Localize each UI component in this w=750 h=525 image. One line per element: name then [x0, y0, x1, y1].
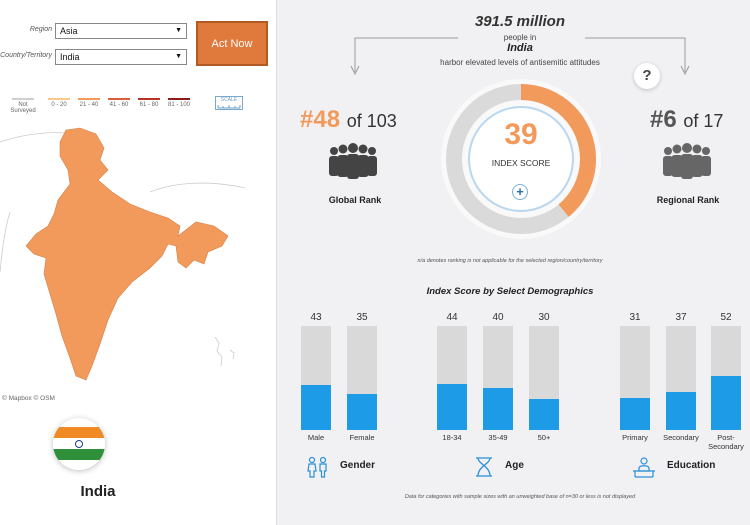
global-rank-of: of 103: [346, 111, 397, 131]
bar-value-label: 30: [538, 312, 550, 323]
demographic-bar-fill: [711, 375, 741, 430]
demographic-bar-fill: [620, 397, 650, 430]
bar-value-label: 35: [356, 312, 368, 323]
bar-value-label: 44: [446, 312, 458, 323]
index-score-arc: [446, 84, 596, 234]
country-label: Country/Territory: [0, 52, 52, 59]
expand-plus-icon[interactable]: +: [512, 184, 528, 200]
headline-country: India: [507, 42, 533, 54]
dropdown-arrow-icon: ▼: [175, 53, 182, 60]
legend-item: 61 - 80: [134, 98, 164, 108]
region-select[interactable]: Asia ▼: [55, 23, 187, 39]
bar-category-label: Primary: [622, 433, 648, 442]
dropdown-arrow-icon: ▼: [175, 27, 182, 34]
region-value: Asia: [60, 26, 78, 36]
headline-count: 391.5 million: [474, 13, 566, 30]
demographics-footnote: Data for categories with sample sizes wi…: [404, 494, 636, 500]
legend-item: 0 - 20: [44, 98, 74, 108]
bar-category-label: Female: [349, 433, 375, 442]
scale-label: SCALE: [220, 97, 238, 103]
legend-swatch: [78, 98, 100, 100]
legend-swatch: [108, 98, 130, 100]
india-country-shape[interactable]: [25, 127, 229, 381]
gender-icon: [307, 456, 327, 478]
group-label-age: Age: [505, 460, 524, 471]
legend-swatch: [138, 98, 160, 100]
country-select[interactable]: India ▼: [55, 49, 187, 65]
demographic-bar[interactable]: [666, 326, 696, 430]
demographic-bar[interactable]: [620, 326, 650, 430]
left-panel: Region Asia ▼ Country/Territory India ▼ …: [0, 0, 277, 525]
headline-line1: people in: [503, 33, 537, 42]
regional-rank-number: #6: [650, 106, 677, 133]
demographics-title: Index Score by Select Demographics: [426, 286, 594, 297]
legend-item: 41 - 60: [104, 98, 134, 108]
bar-category-label: Post-Secondary: [708, 433, 744, 451]
headline-line2: harbor elevated levels of antisemitic at…: [440, 58, 600, 67]
demographic-bar-fill: [301, 385, 331, 430]
bar-value-label: 43: [310, 312, 322, 323]
demographic-bar-fill: [437, 384, 467, 430]
bar-category-label: 50+: [537, 433, 551, 442]
index-score-label: INDEX SCORE: [491, 158, 551, 168]
scale-button[interactable]: SCALE: [215, 96, 243, 110]
group-label-education: Education: [667, 460, 716, 471]
bar-category-label: Secondary: [663, 433, 699, 442]
legend-swatch: [168, 98, 190, 100]
osm-attribution[interactable]: © OSM: [33, 395, 55, 402]
india-flag-icon: [53, 418, 105, 470]
bar-category-label: Male: [307, 433, 325, 442]
map-attribution: © Mapbox © OSM: [2, 395, 55, 402]
bar-category-label: 18-34: [442, 433, 462, 442]
legend-item: Not Surveyed: [8, 98, 38, 114]
people-group-icon: [663, 143, 711, 179]
demographic-bar-fill: [529, 398, 559, 430]
mapbox-attribution[interactable]: © Mapbox: [2, 395, 32, 402]
demographic-bar[interactable]: [711, 326, 741, 430]
scale-icon: [217, 105, 241, 109]
education-icon: [633, 457, 655, 478]
na-note: n/a denotes ranking is not applicable fo…: [417, 258, 603, 264]
act-now-button[interactable]: Act Now: [196, 21, 268, 66]
legend-label: 61 - 80: [139, 102, 159, 108]
bar-value-label: 40: [492, 312, 504, 323]
legend-swatch: [12, 98, 34, 100]
index-score-donut: [441, 79, 601, 239]
bar-category-label: 35-49: [488, 433, 508, 442]
country-value: India: [60, 52, 80, 62]
demographic-bar-fill: [666, 391, 696, 430]
global-rank-number: #48: [300, 106, 341, 133]
hourglass-icon: [476, 457, 492, 477]
demographic-bar[interactable]: [347, 326, 377, 430]
demographic-bar[interactable]: [301, 326, 331, 430]
demographic-bar[interactable]: [437, 326, 467, 430]
bar-value-label: 52: [720, 312, 732, 323]
region-label: Region: [29, 26, 52, 33]
legend-item: 21 - 40: [74, 98, 104, 108]
headline-connector-lines: [350, 37, 690, 76]
legend-label: 0 - 20: [51, 102, 67, 108]
demographic-bar-fill: [347, 393, 377, 430]
group-label-gender: Gender: [340, 460, 376, 471]
demographic-bar[interactable]: [529, 326, 559, 430]
legend-label: 41 - 60: [109, 102, 129, 108]
bar-value-label: 37: [675, 312, 687, 323]
bar-value-label: 31: [629, 312, 641, 323]
legend-label: 81 - 100: [167, 102, 191, 108]
regional-rank-of: of 17: [683, 111, 724, 131]
help-question-icon[interactable]: ?: [634, 63, 660, 89]
demographic-bar[interactable]: [483, 326, 513, 430]
legend-label: 21 - 40: [79, 102, 99, 108]
india-map[interactable]: [0, 122, 277, 392]
country-name: India: [80, 483, 116, 500]
people-group-icon: [329, 143, 377, 179]
demographic-bar-fill: [483, 388, 513, 430]
global-rank-label: Global Rank: [328, 195, 382, 205]
legend-label: Not Surveyed: [10, 102, 36, 114]
legend-swatch: [48, 98, 70, 100]
legend-item: 81 - 100: [164, 98, 194, 108]
index-score-value: 39: [504, 118, 538, 151]
regional-rank-label: Regional Rank: [656, 195, 720, 205]
